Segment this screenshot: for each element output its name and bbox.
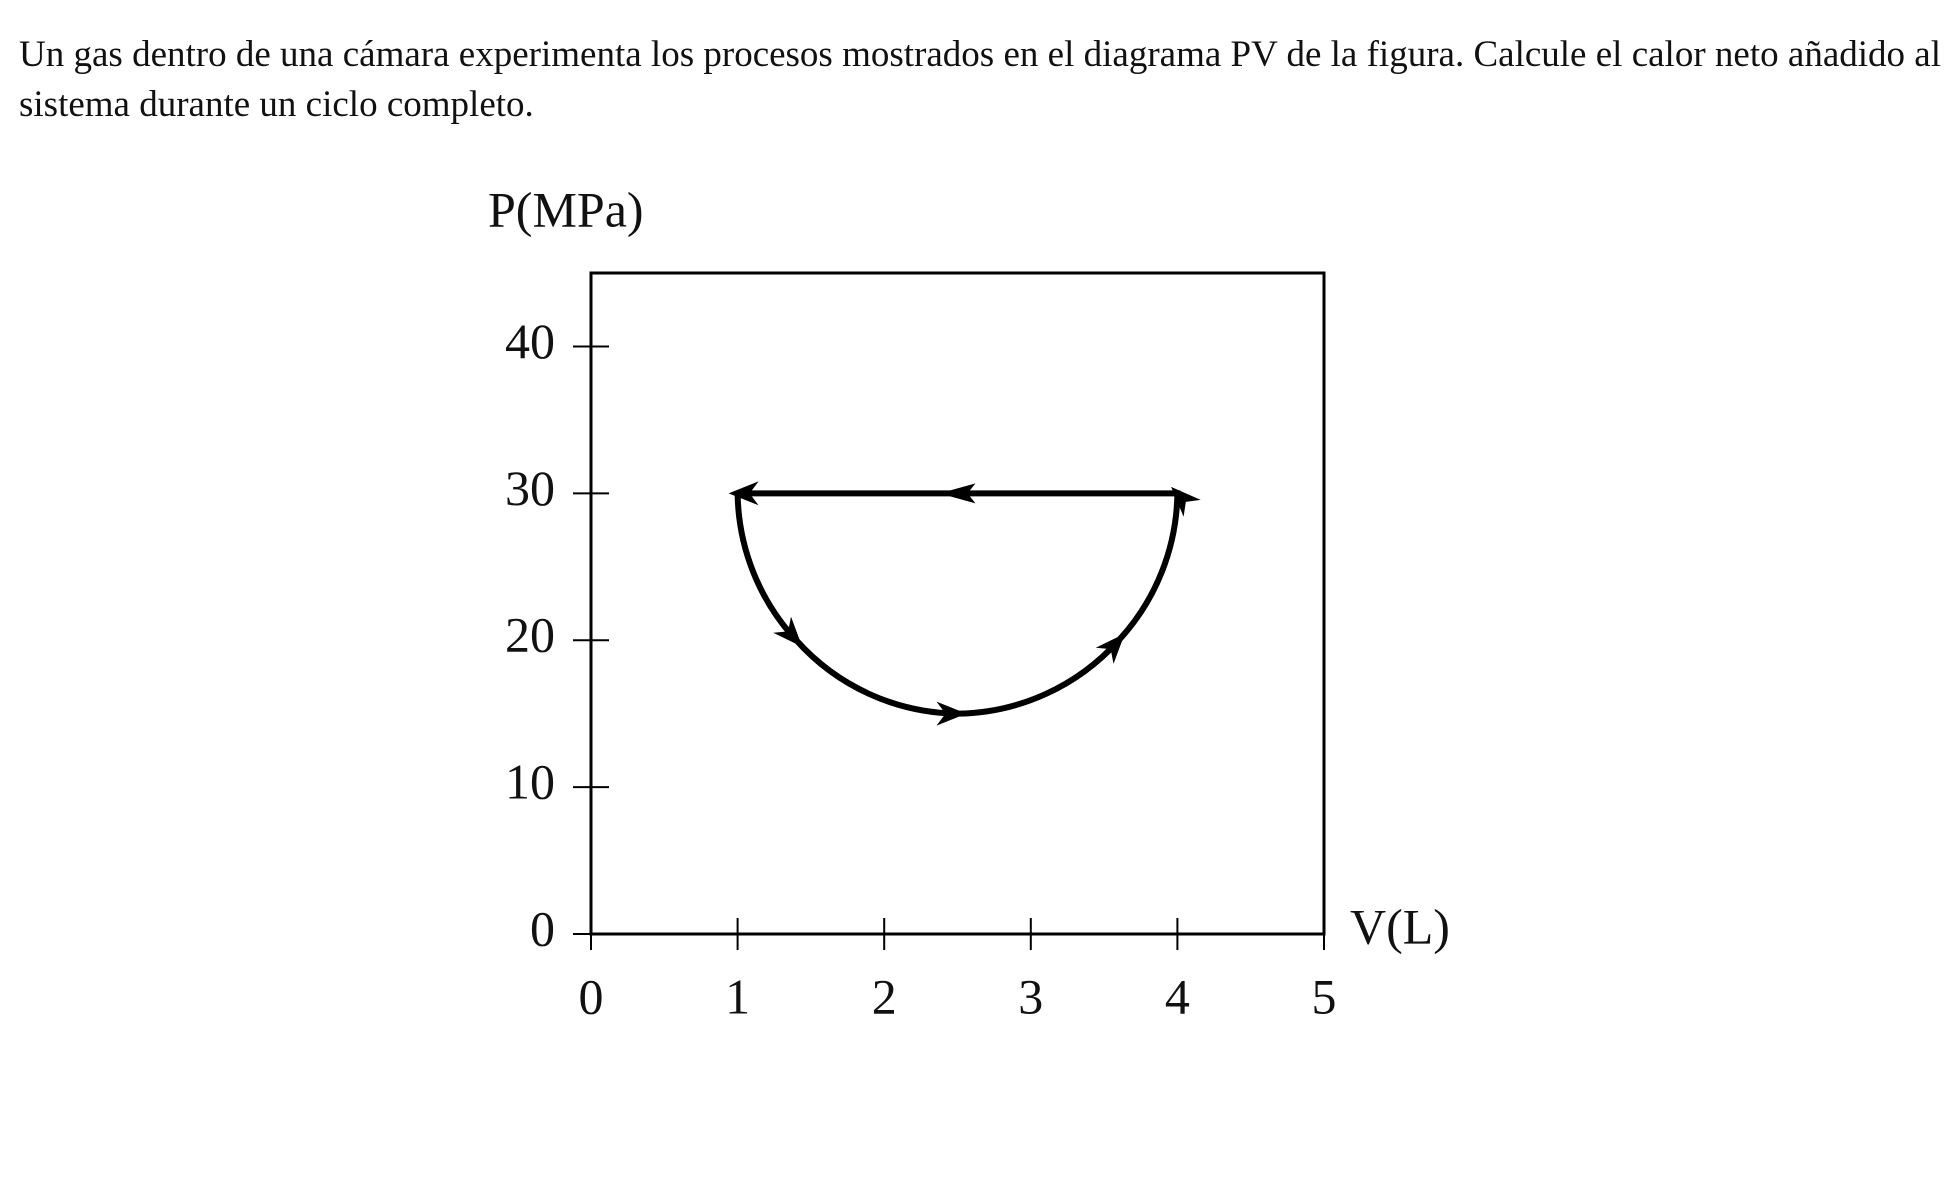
y-tick-label: 30: [505, 460, 555, 516]
direction-arrow: [939, 483, 976, 504]
x-tick-label: 4: [1165, 968, 1190, 1024]
y-axis-label: P(MPa): [488, 181, 644, 237]
question-text: Un gas dentro de una cámara experimenta …: [19, 34, 1941, 125]
cycle-path: [728, 481, 1201, 726]
x-tick-label: 5: [1312, 968, 1337, 1024]
y-tick-label: 0: [530, 900, 555, 956]
x-tick-label: 2: [872, 968, 897, 1024]
y-tick-label: 40: [505, 313, 555, 369]
plot-frame: [589, 271, 1326, 936]
y-tick-label: 20: [505, 607, 555, 663]
y-tick-label: 10: [505, 754, 555, 810]
x-axis-label: V(L): [1350, 898, 1450, 954]
x-tick-label: 0: [579, 968, 604, 1024]
x-tick-label: 1: [725, 968, 750, 1024]
x-tick-label: 3: [1018, 968, 1043, 1024]
